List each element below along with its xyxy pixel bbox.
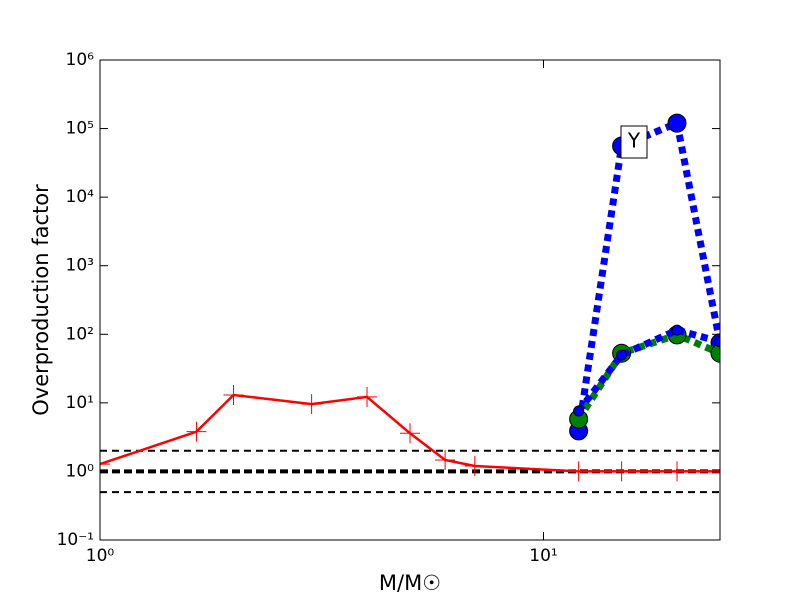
x-tick-label: 10¹ bbox=[529, 546, 557, 566]
y-tick-label: 10¹ bbox=[66, 393, 94, 413]
point-marker bbox=[616, 349, 628, 361]
point-marker bbox=[710, 343, 720, 363]
point-marker bbox=[186, 421, 207, 442]
plot-layer bbox=[100, 113, 720, 494]
point-marker bbox=[400, 423, 420, 444]
point-marker bbox=[223, 385, 244, 406]
point-marker bbox=[357, 386, 378, 407]
y-tick-label: 10⁰ bbox=[66, 461, 95, 481]
plot-frame bbox=[99, 59, 721, 541]
series-line bbox=[575, 118, 720, 432]
y-tick-label: 10⁶ bbox=[66, 50, 95, 70]
series-line bbox=[575, 331, 720, 421]
x-tick-label: 10⁰ bbox=[86, 546, 115, 566]
y-tick-label: 10⁴ bbox=[66, 187, 95, 207]
y-tick-label: 10³ bbox=[66, 256, 94, 276]
series-line bbox=[575, 326, 720, 414]
annotation-box bbox=[620, 125, 648, 159]
point-marker bbox=[301, 394, 322, 415]
point-marker bbox=[568, 461, 589, 482]
point-marker bbox=[611, 461, 632, 482]
y-axis-title: Overproduction factor bbox=[29, 184, 53, 416]
y-tick-label: 10⁵ bbox=[66, 119, 94, 139]
annotation: Y bbox=[627, 129, 641, 153]
point-marker bbox=[714, 336, 720, 348]
point-marker bbox=[435, 449, 456, 470]
point-marker bbox=[573, 405, 585, 417]
y-tick-label: 10⁻¹ bbox=[57, 530, 94, 550]
point-marker bbox=[100, 454, 110, 475]
y-tick-label: 10² bbox=[66, 324, 94, 344]
point-marker bbox=[671, 324, 683, 336]
point-marker bbox=[667, 113, 687, 133]
x-axis-title: M/M☉ bbox=[379, 571, 441, 595]
point-marker bbox=[667, 461, 688, 482]
point-marker bbox=[464, 455, 485, 476]
